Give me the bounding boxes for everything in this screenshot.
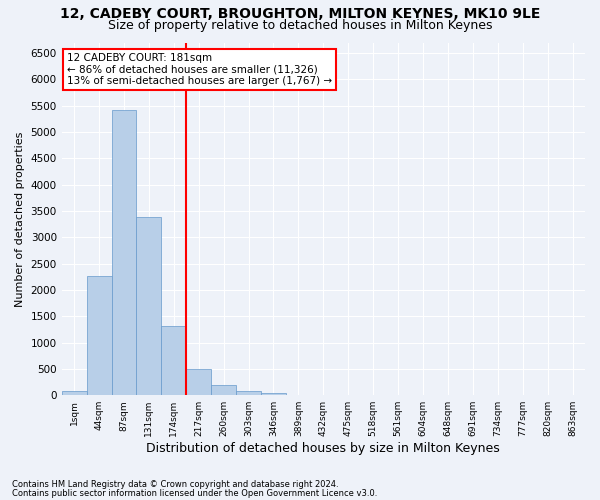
Text: 12, CADEBY COURT, BROUGHTON, MILTON KEYNES, MK10 9LE: 12, CADEBY COURT, BROUGHTON, MILTON KEYN… bbox=[60, 8, 540, 22]
Text: 12 CADEBY COURT: 181sqm
← 86% of detached houses are smaller (11,326)
13% of sem: 12 CADEBY COURT: 181sqm ← 86% of detache… bbox=[67, 53, 332, 86]
Bar bbox=[112, 110, 136, 395]
Y-axis label: Number of detached properties: Number of detached properties bbox=[15, 131, 25, 306]
Bar bbox=[86, 276, 112, 395]
Bar bbox=[62, 392, 86, 395]
Bar bbox=[211, 386, 236, 395]
Text: Contains public sector information licensed under the Open Government Licence v3: Contains public sector information licen… bbox=[12, 489, 377, 498]
Text: Size of property relative to detached houses in Milton Keynes: Size of property relative to detached ho… bbox=[108, 18, 492, 32]
X-axis label: Distribution of detached houses by size in Milton Keynes: Distribution of detached houses by size … bbox=[146, 442, 500, 455]
Text: Contains HM Land Registry data © Crown copyright and database right 2024.: Contains HM Land Registry data © Crown c… bbox=[12, 480, 338, 489]
Bar bbox=[261, 393, 286, 395]
Bar bbox=[136, 216, 161, 395]
Bar bbox=[161, 326, 186, 395]
Bar bbox=[186, 370, 211, 395]
Bar bbox=[236, 391, 261, 395]
